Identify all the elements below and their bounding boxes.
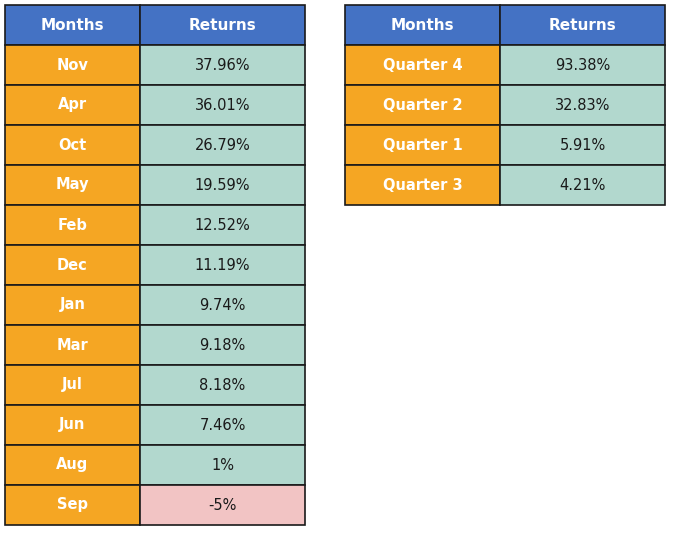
Bar <box>5 365 140 405</box>
Bar <box>140 85 305 125</box>
Bar <box>500 85 665 125</box>
Bar <box>140 5 305 45</box>
Text: 9.74%: 9.74% <box>199 297 246 312</box>
Bar <box>345 5 500 45</box>
Bar <box>140 365 305 405</box>
Text: 19.59%: 19.59% <box>195 178 250 193</box>
Text: 37.96%: 37.96% <box>195 58 250 72</box>
Bar <box>5 85 140 125</box>
Bar <box>500 165 665 205</box>
Text: 36.01%: 36.01% <box>195 97 250 113</box>
Bar <box>500 45 665 85</box>
Text: Months: Months <box>41 17 104 32</box>
Bar <box>5 245 140 285</box>
Bar <box>140 445 305 485</box>
Bar <box>140 285 305 325</box>
Text: Jun: Jun <box>59 418 86 432</box>
Bar <box>5 485 140 525</box>
Text: Oct: Oct <box>59 138 87 152</box>
Bar <box>5 165 140 205</box>
Bar <box>140 45 305 85</box>
Text: Quarter 1: Quarter 1 <box>383 138 462 152</box>
Text: 93.38%: 93.38% <box>555 58 610 72</box>
Bar <box>345 85 500 125</box>
Text: Mar: Mar <box>57 338 89 352</box>
Bar <box>5 285 140 325</box>
Text: Apr: Apr <box>58 97 87 113</box>
Text: 1%: 1% <box>211 458 234 473</box>
Bar <box>5 405 140 445</box>
Bar <box>5 45 140 85</box>
Text: 9.18%: 9.18% <box>199 338 246 352</box>
Text: Jul: Jul <box>62 377 83 393</box>
Bar <box>140 325 305 365</box>
Bar <box>140 485 305 525</box>
Text: Dec: Dec <box>57 258 88 273</box>
Text: Returns: Returns <box>548 17 617 32</box>
Text: 26.79%: 26.79% <box>194 138 250 152</box>
Bar <box>5 445 140 485</box>
Text: 11.19%: 11.19% <box>195 258 250 273</box>
Text: Returns: Returns <box>189 17 256 32</box>
Bar <box>140 405 305 445</box>
Text: Feb: Feb <box>57 217 87 232</box>
Text: 4.21%: 4.21% <box>559 178 606 193</box>
Text: Jan: Jan <box>59 297 85 312</box>
Bar <box>345 125 500 165</box>
Text: May: May <box>56 178 89 193</box>
Text: 8.18%: 8.18% <box>199 377 246 393</box>
Text: -5%: -5% <box>208 497 237 512</box>
Text: Quarter 3: Quarter 3 <box>383 178 462 193</box>
Text: 32.83%: 32.83% <box>555 97 610 113</box>
Bar <box>140 165 305 205</box>
Bar <box>345 165 500 205</box>
Bar <box>140 245 305 285</box>
Bar <box>5 125 140 165</box>
Text: Sep: Sep <box>57 497 88 512</box>
Bar <box>345 45 500 85</box>
Bar <box>500 5 665 45</box>
Bar <box>140 205 305 245</box>
Text: Quarter 4: Quarter 4 <box>383 58 462 72</box>
Bar <box>5 325 140 365</box>
Bar <box>140 125 305 165</box>
Text: Aug: Aug <box>57 458 89 473</box>
Text: Months: Months <box>391 17 454 32</box>
Bar <box>500 125 665 165</box>
Text: Quarter 2: Quarter 2 <box>383 97 462 113</box>
Text: 12.52%: 12.52% <box>194 217 250 232</box>
Bar <box>5 205 140 245</box>
Text: 5.91%: 5.91% <box>559 138 606 152</box>
Bar <box>5 5 140 45</box>
Text: Nov: Nov <box>57 58 89 72</box>
Text: 7.46%: 7.46% <box>199 418 246 432</box>
